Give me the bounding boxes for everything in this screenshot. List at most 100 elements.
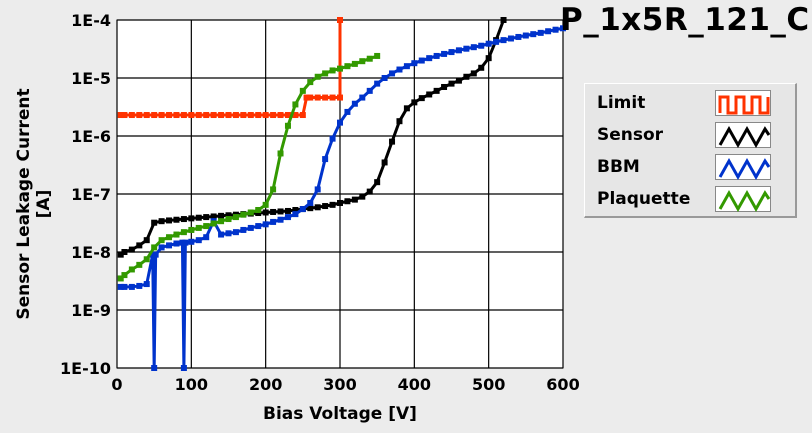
point-plaquette-23 bbox=[284, 122, 291, 129]
point-limit-4 bbox=[143, 112, 150, 119]
point-sensor-1 bbox=[121, 249, 128, 255]
point-plaquette-32 bbox=[351, 60, 358, 67]
point-bbm-50 bbox=[455, 47, 462, 54]
point-bbm-29 bbox=[299, 206, 306, 213]
point-bbm-23 bbox=[255, 223, 262, 230]
point-sensor-52 bbox=[500, 17, 507, 23]
legend-item-limit: Limit bbox=[595, 88, 795, 118]
point-sensor-30 bbox=[337, 199, 343, 206]
point-bbm-63 bbox=[552, 26, 559, 33]
point-bbm-28 bbox=[292, 211, 299, 218]
point-bbm-38 bbox=[366, 87, 373, 94]
point-sensor-32 bbox=[351, 196, 358, 203]
y-axis-label: Sensor Leakage Current [A] bbox=[14, 88, 54, 320]
point-bbm-7 bbox=[152, 251, 159, 258]
point-plaquette-35 bbox=[374, 52, 381, 59]
point-bbm-53 bbox=[478, 42, 485, 49]
x-tick-label-5: 500 bbox=[472, 375, 505, 394]
point-limit-26 bbox=[303, 94, 310, 101]
point-bbm-18 bbox=[218, 231, 225, 238]
point-bbm-0 bbox=[117, 283, 124, 290]
legend-label-limit: Limit bbox=[597, 93, 646, 113]
point-bbm-27 bbox=[284, 214, 291, 221]
point-bbm-13 bbox=[182, 239, 189, 246]
point-bbm-37 bbox=[359, 94, 366, 101]
legend-swatch-plaquette bbox=[715, 186, 771, 213]
point-limit-8 bbox=[173, 112, 180, 119]
legend-swatch-line-3 bbox=[718, 189, 771, 213]
point-sensor-48 bbox=[470, 70, 477, 77]
point-plaquette-4 bbox=[143, 256, 150, 263]
point-sensor-23 bbox=[284, 207, 291, 214]
point-sensor-0 bbox=[117, 251, 124, 258]
point-plaquette-14 bbox=[218, 218, 225, 225]
point-sensor-42 bbox=[426, 91, 433, 98]
point-plaquette-2 bbox=[128, 266, 135, 273]
legend: Limit Sensor BBM Plaquette bbox=[584, 83, 797, 218]
point-sensor-12 bbox=[203, 214, 210, 221]
point-limit-19 bbox=[255, 112, 262, 119]
point-plaquette-18 bbox=[247, 209, 254, 216]
point-sensor-43 bbox=[433, 87, 440, 94]
point-bbm-15 bbox=[195, 237, 202, 244]
chart-title: P_1x5R_121_C bbox=[560, 2, 810, 38]
legend-swatch-line-1 bbox=[718, 125, 771, 149]
point-bbm-24 bbox=[262, 221, 269, 228]
point-limit-1 bbox=[121, 112, 128, 119]
point-plaquette-0 bbox=[117, 275, 124, 282]
point-bbm-26 bbox=[277, 216, 284, 223]
point-plaquette-22 bbox=[277, 150, 284, 157]
point-bbm-25 bbox=[270, 218, 277, 225]
point-bbm-58 bbox=[515, 33, 522, 40]
point-bbm-47 bbox=[433, 52, 440, 59]
point-bbm-54 bbox=[485, 40, 492, 47]
point-bbm-44 bbox=[411, 60, 418, 67]
point-plaquette-24 bbox=[292, 101, 299, 108]
legend-item-plaquette: Plaquette bbox=[595, 184, 795, 214]
point-sensor-3 bbox=[136, 242, 143, 249]
point-bbm-9 bbox=[166, 242, 173, 249]
point-sensor-27 bbox=[314, 204, 321, 211]
y-tick-label-0: 1E-10 bbox=[60, 359, 111, 378]
point-plaquette-26 bbox=[307, 79, 314, 86]
point-sensor-9 bbox=[180, 216, 187, 223]
point-bbm-52 bbox=[470, 44, 477, 51]
point-sensor-4 bbox=[143, 237, 150, 244]
point-limit-11 bbox=[195, 112, 202, 119]
point-limit-13 bbox=[210, 112, 217, 119]
x-axis-ticks: 0 100 200 300 400 500 600 bbox=[111, 375, 579, 394]
point-sensor-19 bbox=[255, 210, 262, 217]
x-axis-label: Bias Voltage [V] bbox=[263, 404, 417, 424]
point-limit-24 bbox=[292, 112, 299, 119]
point-bbm-35 bbox=[344, 108, 351, 115]
point-limit-21 bbox=[270, 112, 277, 119]
point-sensor-50 bbox=[485, 55, 492, 62]
point-limit-5 bbox=[151, 112, 158, 119]
point-bbm-49 bbox=[448, 49, 455, 56]
point-limit-23 bbox=[284, 112, 291, 119]
series-sensor bbox=[117, 17, 507, 258]
point-limit-15 bbox=[225, 112, 232, 119]
point-sensor-34 bbox=[366, 188, 373, 195]
point-sensor-40 bbox=[411, 99, 418, 106]
point-plaquette-25 bbox=[299, 87, 306, 94]
legend-label-bbm: BBM bbox=[597, 157, 640, 177]
legend-swatch-limit bbox=[715, 90, 771, 116]
x-tick-label-0: 0 bbox=[111, 375, 122, 394]
y-tick-label-1: 1E-9 bbox=[71, 301, 111, 320]
point-plaquette-9 bbox=[180, 229, 187, 236]
point-bbm-56 bbox=[500, 37, 507, 44]
point-sensor-14 bbox=[218, 212, 225, 219]
point-bbm-14 bbox=[188, 238, 195, 245]
point-sensor-28 bbox=[322, 203, 329, 210]
point-plaquette-34 bbox=[366, 55, 373, 62]
point-limit-7 bbox=[166, 112, 173, 119]
point-bbm-4 bbox=[143, 281, 150, 288]
point-limit-3 bbox=[136, 112, 143, 119]
point-sensor-33 bbox=[359, 193, 366, 200]
point-plaquette-7 bbox=[166, 234, 173, 241]
point-bbm-45 bbox=[418, 57, 425, 64]
point-bbm-3 bbox=[136, 282, 143, 289]
point-limit-9 bbox=[180, 112, 187, 119]
